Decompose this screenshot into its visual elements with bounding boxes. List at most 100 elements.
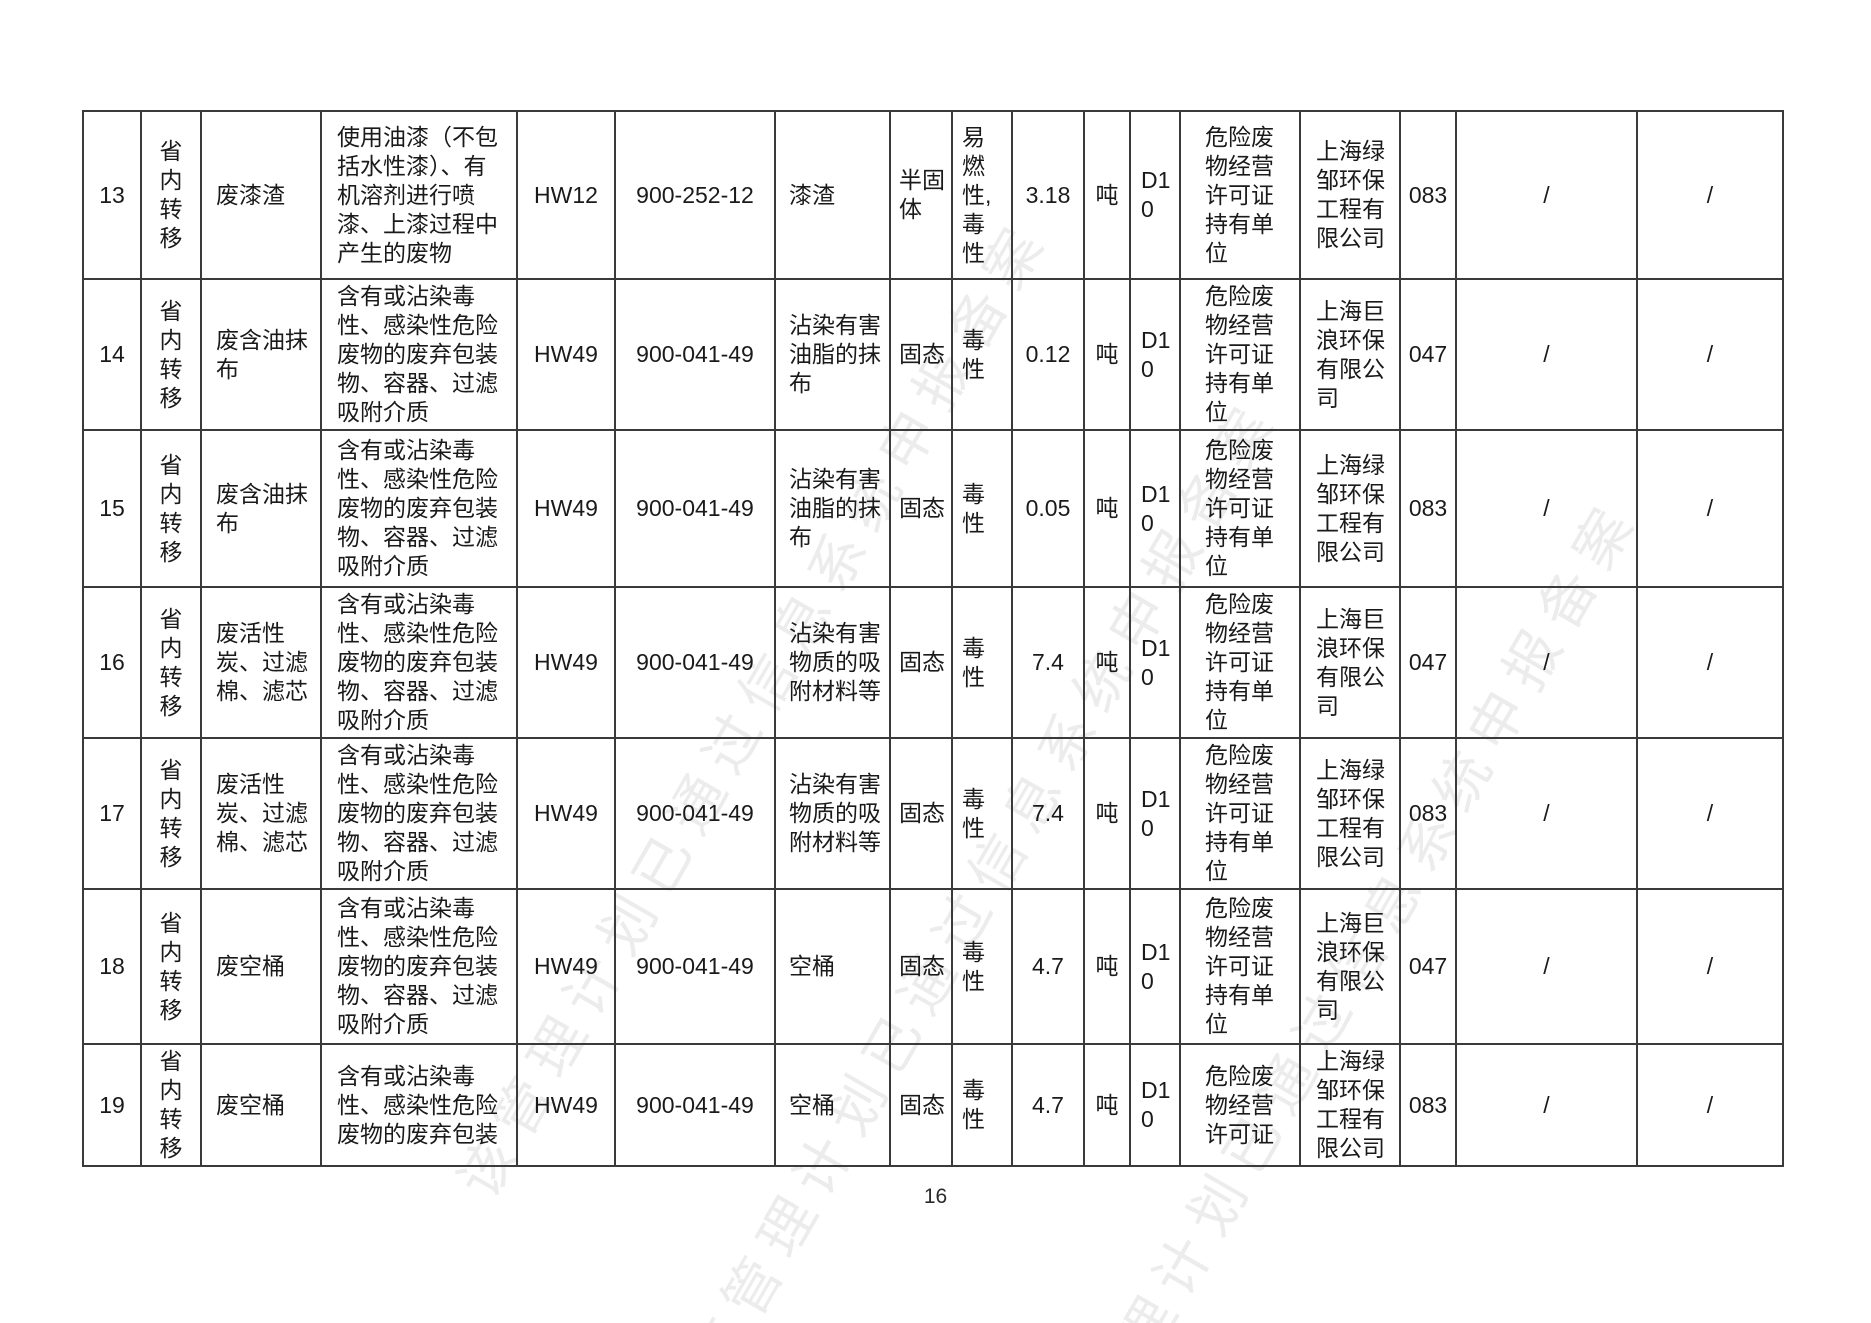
table-row: 16 省 内 转 移废活性 炭、过滤 棉、滤芯 含有或沾染毒 性、感染性危险 废物的… [82,586,1784,739]
cell-col17: / [1636,737,1784,890]
cell-form: 固态 [889,1043,953,1167]
cell-unit: 吨 [1083,888,1131,1045]
cell-col16: / [1455,737,1638,890]
cell-transfer: 省 内 转 移 [140,429,202,588]
cell-no: 19 [82,1043,142,1167]
cell-transfer: 省 内 转 移 [140,278,202,431]
cell-source: 含有或沾染毒 性、感染性危险 废物的废弃包装 物、容器、过滤 吸附介质 [320,586,518,739]
cell-col17: / [1636,1043,1784,1167]
cell-transfer: 省 内 转 移 [140,888,202,1045]
cell-unit: 吨 [1083,278,1131,431]
cell-category: HW49 [516,278,616,431]
cell-specific: 沾染有害 物质的吸 附材料等 [774,737,891,890]
cell-form: 固态 [889,888,953,1045]
cell-receiver: 上海巨 浪环保 有限公 司 [1299,888,1401,1045]
cell-unit: 吨 [1083,737,1131,890]
cell-col17: / [1636,429,1784,588]
cell-category: HW49 [516,737,616,890]
cell-quantity: 0.05 [1011,429,1085,588]
cell-code: 900-252-12 [614,110,776,280]
cell-col17: / [1636,586,1784,739]
cell-receiver_type: 危险废 物经营 许可证 持有单 位 [1179,110,1301,280]
cell-category: HW49 [516,429,616,588]
table-row: 13 省 内 转 移废漆渣 使用油漆（不包 括水性漆）、有 机溶剂进行喷 漆、上漆过… [82,110,1784,280]
cell-name: 废空桶 [200,1043,322,1167]
cell-method: D1 0 [1129,586,1181,739]
cell-no: 14 [82,278,142,431]
cell-quantity: 3.18 [1011,110,1085,280]
cell-name: 废活性 炭、过滤 棉、滤芯 [200,737,322,890]
cell-unit: 吨 [1083,1043,1131,1167]
cell-form: 固态 [889,737,953,890]
cell-name: 废漆渣 [200,110,322,280]
cell-receiver_code: 047 [1399,888,1457,1045]
cell-specific: 沾染有害 油脂的抹 布 [774,429,891,588]
cell-col16: / [1455,278,1638,431]
cell-transfer: 省 内 转 移 [140,737,202,890]
cell-receiver_code: 047 [1399,278,1457,431]
cell-receiver_type: 危险废 物经营 许可证 [1179,1043,1301,1167]
cell-method: D1 0 [1129,888,1181,1045]
cell-receiver: 上海巨 浪环保 有限公 司 [1299,586,1401,739]
cell-receiver_code: 083 [1399,110,1457,280]
cell-form: 半固 体 [889,110,953,280]
cell-source: 含有或沾染毒 性、感染性危险 废物的废弃包装 物、容器、过滤 吸附介质 [320,888,518,1045]
cell-name: 废活性 炭、过滤 棉、滤芯 [200,586,322,739]
cell-hazard: 毒性 [951,1043,1013,1167]
cell-col16: / [1455,888,1638,1045]
cell-no: 13 [82,110,142,280]
cell-no: 17 [82,737,142,890]
cell-category: HW12 [516,110,616,280]
cell-receiver_code: 047 [1399,586,1457,739]
cell-col16: / [1455,110,1638,280]
cell-method: D1 0 [1129,278,1181,431]
cell-receiver_type: 危险废 物经营 许可证 持有单 位 [1179,737,1301,890]
cell-specific: 空桶 [774,1043,891,1167]
cell-col16: / [1455,429,1638,588]
cell-category: HW49 [516,1043,616,1167]
cell-col16: / [1455,1043,1638,1167]
cell-no: 15 [82,429,142,588]
cell-receiver: 上海绿 邹环保 工程有 限公司 [1299,1043,1401,1167]
cell-receiver_type: 危险废 物经营 许可证 持有单 位 [1179,586,1301,739]
cell-hazard: 易燃 性, 毒性 [951,110,1013,280]
cell-quantity: 4.7 [1011,888,1085,1045]
cell-transfer: 省 内 转 移 [140,110,202,280]
cell-specific: 沾染有害 物质的吸 附材料等 [774,586,891,739]
cell-form: 固态 [889,586,953,739]
cell-hazard: 毒性 [951,737,1013,890]
cell-category: HW49 [516,888,616,1045]
cell-hazard: 毒性 [951,429,1013,588]
cell-code: 900-041-49 [614,586,776,739]
table-row: 14 省 内 转 移废含油抹 布含有或沾染毒 性、感染性危险 废物的废弃包装 物、… [82,278,1784,431]
cell-category: HW49 [516,586,616,739]
cell-hazard: 毒性 [951,888,1013,1045]
cell-transfer: 省 内 转 移 [140,586,202,739]
cell-unit: 吨 [1083,586,1131,739]
cell-receiver_code: 083 [1399,737,1457,890]
cell-source: 使用油漆（不包 括水性漆）、有 机溶剂进行喷 漆、上漆过程中 产生的废物 [320,110,518,280]
table-row: 18 省 内 转 移废空桶 含有或沾染毒 性、感染性危险 废物的废弃包装 物、容器、… [82,888,1784,1045]
cell-col17: / [1636,110,1784,280]
cell-receiver_code: 083 [1399,1043,1457,1167]
cell-unit: 吨 [1083,429,1131,588]
cell-form: 固态 [889,278,953,431]
cell-code: 900-041-49 [614,278,776,431]
cell-quantity: 4.7 [1011,1043,1085,1167]
cell-col17: / [1636,278,1784,431]
cell-col16: / [1455,586,1638,739]
cell-code: 900-041-49 [614,888,776,1045]
table-row: 17 省 内 转 移废活性 炭、过滤 棉、滤芯 含有或沾染毒 性、感染性危险 废物的… [82,737,1784,890]
cell-source: 含有或沾染毒 性、感染性危险 废物的废弃包装 物、容器、过滤 吸附介质 [320,278,518,431]
cell-code: 900-041-49 [614,1043,776,1167]
cell-transfer: 省 内 转 移 [140,1043,202,1167]
cell-no: 18 [82,888,142,1045]
cell-code: 900-041-49 [614,737,776,890]
cell-receiver_type: 危险废 物经营 许可证 持有单 位 [1179,429,1301,588]
cell-form: 固态 [889,429,953,588]
cell-specific: 漆渣 [774,110,891,280]
cell-method: D1 0 [1129,737,1181,890]
cell-name: 废含油抹 布 [200,278,322,431]
hazardous-waste-transfer-table: 13 省 内 转 移废漆渣 使用油漆（不包 括水性漆）、有 机溶剂进行喷 漆、上漆过… [82,110,1784,1167]
